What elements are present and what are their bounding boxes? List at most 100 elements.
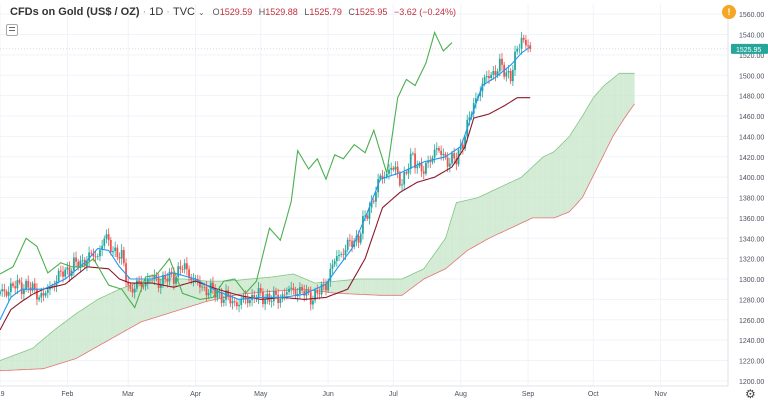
indicator-list-icon[interactable] <box>6 24 18 36</box>
y-tick-label: 1420.00 <box>739 155 764 162</box>
price-tag-label: 1525.95 <box>736 47 761 54</box>
candle-body <box>136 280 138 289</box>
x-tick-label: Jun <box>322 391 333 398</box>
x-tick-label: Nov <box>654 391 667 398</box>
candle-body <box>40 293 43 298</box>
cloud-segment <box>436 247 439 273</box>
candle-body <box>249 300 251 304</box>
cloud-segment <box>584 108 587 194</box>
symbol-name[interactable]: CFDs on Gold (US$ / OZ) <box>10 6 140 18</box>
open-key: O <box>212 7 220 17</box>
cloud-segment <box>82 307 85 355</box>
cloud-segment <box>493 189 496 237</box>
candle-body <box>144 283 147 287</box>
candle-body <box>335 256 338 262</box>
candle-body <box>120 250 123 259</box>
cloud-segment <box>278 275 281 291</box>
candle-body <box>401 184 403 186</box>
conversion-line <box>0 46 531 321</box>
candle-body <box>51 285 54 287</box>
cloud-segment <box>28 349 31 370</box>
cloud-segment <box>521 175 524 224</box>
cloud-segment <box>558 145 561 217</box>
candle-body <box>392 167 395 170</box>
cloud-segment <box>67 318 70 362</box>
candle-body <box>199 281 201 288</box>
gear-icon[interactable]: ⚙ <box>745 387 756 401</box>
candle-body <box>438 148 440 151</box>
candle-body <box>451 153 453 164</box>
cloud-segment <box>578 119 581 203</box>
cloud-segment <box>538 158 542 218</box>
candle-body <box>227 290 230 297</box>
cloud-segment <box>39 340 42 369</box>
candle-body <box>483 77 486 84</box>
cloud-segment <box>499 186 502 234</box>
cloud-segment <box>19 352 22 370</box>
candle-body <box>133 288 136 293</box>
cloud-segment <box>623 73 626 120</box>
candle-body <box>233 301 236 303</box>
cloud-segment <box>45 335 48 369</box>
candle-body <box>172 273 175 284</box>
candle-body <box>494 71 497 76</box>
cloud-segment <box>495 188 498 236</box>
cloud-segment <box>184 279 187 309</box>
cloud-segment <box>310 281 313 291</box>
candle-body <box>146 279 149 284</box>
candle-body <box>181 269 184 270</box>
cloud-segment <box>102 296 105 344</box>
cloud-segment <box>232 280 235 296</box>
candle-body <box>99 250 101 257</box>
candle-body <box>368 207 371 219</box>
candle-body <box>109 240 112 253</box>
candle-body <box>38 297 41 300</box>
cloud-segment <box>165 279 168 315</box>
cloud-segment <box>265 277 268 292</box>
cloud-segment <box>8 356 11 371</box>
cloud-segment <box>606 82 609 150</box>
interval-label[interactable]: 1D <box>149 6 164 18</box>
candle-body <box>348 239 351 241</box>
collapse-icon[interactable] <box>6 6 16 16</box>
cloud-segment <box>373 279 376 296</box>
candle-body <box>351 240 353 247</box>
candle-body <box>216 292 219 298</box>
candle-body <box>505 72 508 77</box>
alert-badge-icon[interactable]: ! <box>722 5 736 19</box>
candle-body <box>496 71 499 76</box>
cloud-segment <box>625 73 629 117</box>
candle-body <box>285 292 288 295</box>
chevron-down-icon[interactable]: ⌄ <box>197 7 205 17</box>
cloud-segment <box>597 90 600 167</box>
cloud-segment <box>612 76 615 137</box>
candle-body <box>12 283 14 287</box>
cloud-segment <box>113 291 116 338</box>
cloud-segment <box>282 275 285 291</box>
cloud-segment <box>317 282 320 292</box>
y-tick-label: 1200.00 <box>739 379 764 386</box>
cloud-segment <box>402 278 405 296</box>
candle-body <box>290 287 293 289</box>
cloud-segment <box>523 173 526 222</box>
cloud-segment <box>291 273 294 291</box>
cloud-segment <box>556 147 559 218</box>
cloud-segment <box>117 289 120 336</box>
y-tick-label: 1540.00 <box>739 33 764 40</box>
cloud-segment <box>365 279 368 295</box>
cloud-segment <box>99 297 103 346</box>
candle-body <box>203 286 206 288</box>
cloud-segment <box>443 238 446 270</box>
candle-body <box>9 283 12 292</box>
cloud-segment <box>6 357 9 371</box>
candle-body <box>488 76 490 79</box>
cloud-segment <box>15 354 18 371</box>
cloud-segment <box>269 277 272 292</box>
y-tick-label: 1500.00 <box>739 73 764 80</box>
candle-body <box>440 150 443 156</box>
cloud-segment <box>628 73 631 113</box>
cloud-segment <box>249 278 253 294</box>
x-tick-label: Feb <box>61 391 73 398</box>
cloud-segment <box>384 279 387 296</box>
